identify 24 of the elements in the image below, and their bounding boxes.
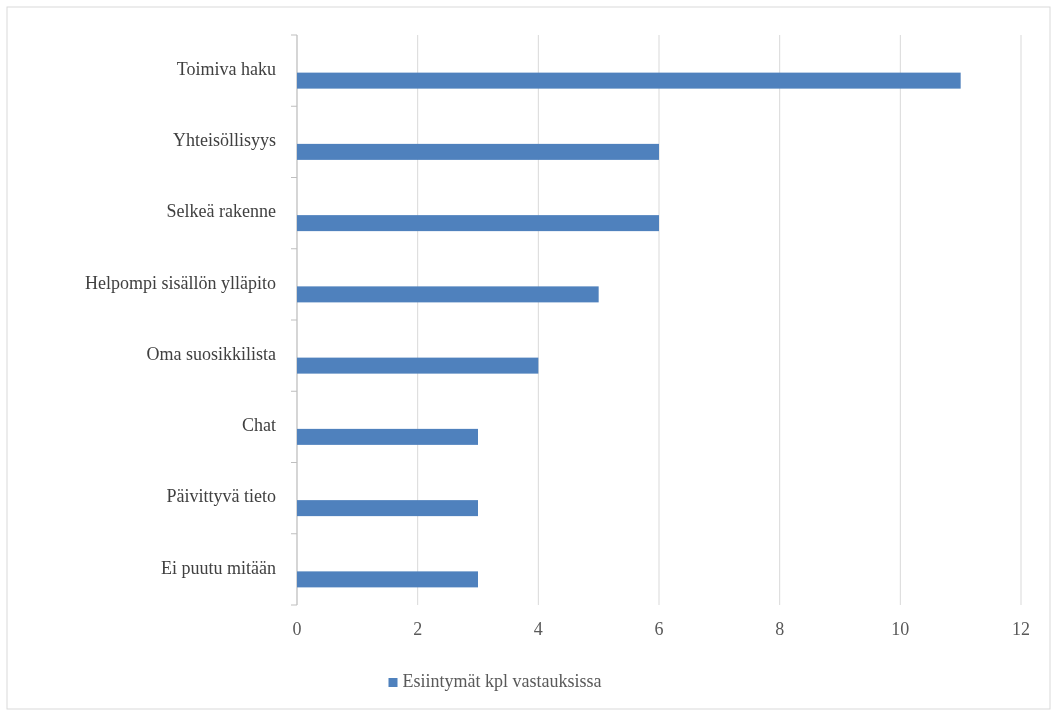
- y-tick-label: Ei puutu mitään: [161, 557, 276, 578]
- y-tick-label: Päivittyvä tieto: [166, 486, 276, 507]
- x-tick-label: 0: [292, 619, 302, 639]
- x-tick-label: 8: [775, 619, 785, 639]
- bar: [297, 571, 478, 588]
- bar: [297, 143, 659, 160]
- x-tick-label: 6: [654, 619, 664, 639]
- y-tick-label: Oma suosikkilista: [146, 343, 277, 364]
- y-tick-label: Chat: [242, 415, 276, 435]
- bar: [297, 286, 599, 303]
- bar: [297, 428, 478, 445]
- bar: [297, 72, 961, 89]
- x-tick-label: 10: [891, 619, 910, 639]
- y-tick-label: Yhteisöllisyys: [172, 130, 276, 150]
- y-tick-label: Helpompi sisällön ylläpito: [85, 272, 276, 293]
- x-tick-label: 12: [1012, 619, 1030, 639]
- bar: [297, 215, 659, 232]
- x-tick-label: 4: [533, 619, 543, 639]
- x-tick-label: 2: [413, 619, 423, 639]
- bar: [297, 500, 478, 517]
- bar: [297, 357, 539, 374]
- legend-label: Esiintymät kpl vastauksissa: [402, 671, 602, 692]
- y-tick-label: Selkeä rakenne: [166, 201, 276, 222]
- y-tick-label: Toimiva haku: [176, 58, 276, 79]
